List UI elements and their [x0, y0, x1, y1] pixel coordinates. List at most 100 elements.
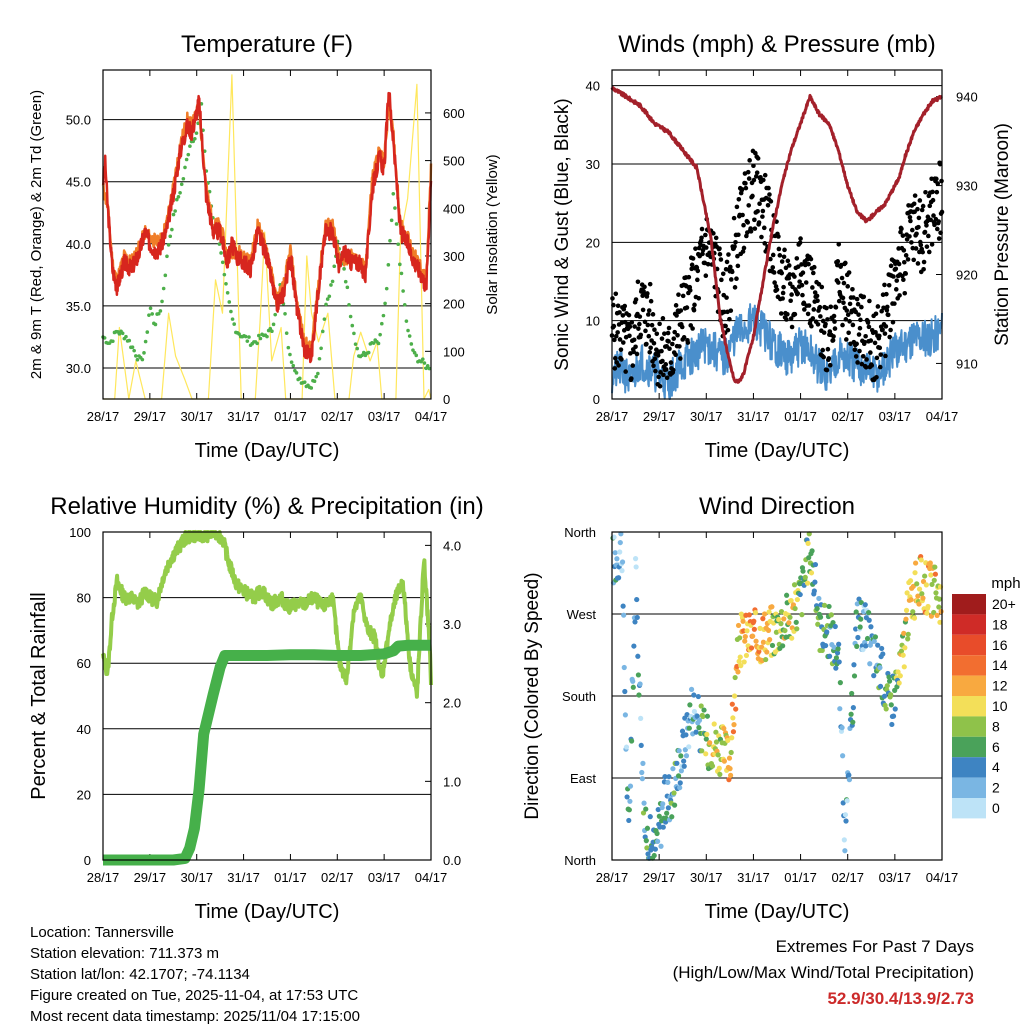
- series-gust-point: [856, 332, 862, 337]
- series-dewpoint-point: [330, 279, 335, 284]
- series-direction-point: [880, 651, 886, 657]
- series-dewpoint-point: [245, 339, 250, 343]
- y-axis-label: Sonic Wind & Gust (Blue, Black): [552, 98, 573, 370]
- y-axis-label: Percent & Total Rainfall: [28, 592, 50, 800]
- series-gust-point: [877, 364, 883, 370]
- series-direction-point: [902, 645, 908, 651]
- series-gust-point: [929, 176, 934, 182]
- series-gust-point: [893, 287, 899, 292]
- legend-swatch: [952, 634, 986, 656]
- series-direction-point: [911, 615, 918, 621]
- series-gust-point: [934, 189, 940, 195]
- series-direction-point: [726, 777, 732, 783]
- series-gust-point: [884, 308, 890, 313]
- series-gust-point: [827, 362, 833, 368]
- series-gust-point: [839, 275, 845, 281]
- series-gust-point: [751, 163, 756, 169]
- y-tick-label: 40: [77, 722, 91, 737]
- y-tick-label: 0: [84, 853, 91, 868]
- series-direction-point: [890, 713, 897, 719]
- series-direction-point: [788, 597, 794, 604]
- series-gust-point: [756, 220, 762, 225]
- series-direction-point: [936, 604, 942, 610]
- y-tick-label: 50.0: [66, 113, 91, 128]
- series-gust-point: [705, 261, 711, 267]
- series-gust-point: [699, 226, 705, 232]
- series-direction-point: [658, 843, 664, 849]
- series-gust-point: [626, 312, 632, 318]
- y-tick-label: South: [562, 689, 596, 704]
- x-tick-label: 29/17: [134, 870, 167, 885]
- series-gust-point: [903, 271, 908, 276]
- series-direction-point: [728, 772, 734, 778]
- series-dewpoint-point: [166, 243, 171, 247]
- series-gust-point: [719, 277, 724, 283]
- series-dewpoint-point: [220, 260, 225, 265]
- series-direction-point: [733, 706, 739, 712]
- series-dewpoint-point: [404, 319, 409, 323]
- series-gust-point: [926, 233, 931, 239]
- y2-axis-label: Station Pressure (Maroon): [992, 123, 1013, 346]
- chart-title: Temperature (F): [181, 31, 353, 58]
- series-direction-point: [691, 708, 698, 715]
- series-gust-point: [728, 308, 734, 313]
- series-direction-point: [623, 744, 630, 750]
- legend-label: 12: [992, 678, 1008, 694]
- series-gust-point: [882, 282, 887, 288]
- location-text: Location: Tannersville: [30, 924, 174, 941]
- y-tick-label: 45.0: [66, 175, 91, 190]
- series-gust-point: [907, 234, 912, 239]
- series-gust-point: [783, 265, 789, 271]
- series-gust-point: [824, 367, 830, 373]
- series-gust-point: [629, 376, 634, 381]
- series-gust-point: [806, 303, 812, 308]
- series-direction-point: [617, 539, 623, 546]
- series-gust-point: [918, 242, 924, 248]
- series-gust-point: [717, 246, 722, 251]
- series-gust-point: [754, 170, 760, 175]
- series-dewpoint-point: [153, 322, 158, 327]
- series-direction-point: [683, 753, 690, 759]
- series-gust-point: [929, 242, 935, 247]
- series-gust-point: [651, 340, 657, 346]
- series-dewpoint-point: [181, 176, 186, 181]
- series-direction-point: [827, 653, 833, 659]
- series-direction-point: [889, 721, 895, 728]
- series-direction-point: [793, 619, 799, 625]
- legend-swatch: [952, 716, 986, 737]
- series-direction-point: [916, 586, 923, 592]
- series-gust-point: [868, 338, 874, 343]
- series-dewpoint-point: [286, 345, 291, 350]
- series-gust-point: [840, 322, 845, 328]
- series-direction-point: [920, 595, 926, 601]
- series-direction-point: [736, 658, 742, 664]
- series-direction-point: [904, 590, 910, 596]
- series-gust-point: [663, 362, 669, 367]
- x-tick-label: 01/17: [274, 870, 307, 885]
- series-gust-point: [817, 304, 823, 310]
- series-direction-point: [857, 624, 863, 630]
- series-dewpoint-point: [270, 329, 274, 334]
- series-direction-point: [643, 806, 649, 812]
- series-direction-point: [751, 626, 757, 632]
- series-dewpoint-point: [258, 336, 263, 341]
- series-gust-point: [699, 235, 704, 241]
- series-gust-point: [901, 277, 906, 283]
- series-gust-point: [615, 330, 620, 335]
- series-direction-point: [886, 678, 893, 684]
- series-gust-point: [890, 319, 896, 325]
- series-direction-point: [871, 638, 877, 644]
- series-direction-point: [853, 626, 859, 632]
- series-direction-point: [665, 805, 671, 811]
- series-gust-point: [713, 235, 719, 241]
- series-direction-point: [900, 652, 906, 658]
- series-dewpoint-point: [257, 333, 261, 338]
- series-dewpoint-point: [175, 197, 179, 202]
- series-direction-point: [694, 713, 700, 719]
- series-gust-point: [735, 263, 741, 269]
- series-gust-point: [923, 189, 928, 195]
- series-direction-point: [776, 616, 782, 623]
- x-tick-label: 04/17: [926, 409, 959, 424]
- series-dewpoint-point: [225, 290, 230, 295]
- series-gust-point: [860, 353, 866, 359]
